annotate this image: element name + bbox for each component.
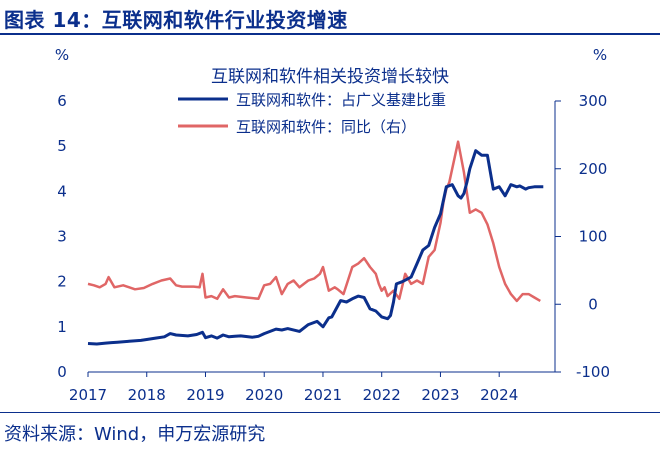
- left-tick-label: 2: [57, 273, 67, 291]
- right-tick-label: -100: [576, 363, 610, 381]
- title-divider: [0, 33, 660, 35]
- footer-divider: [0, 412, 660, 413]
- left-tick-label: 4: [57, 182, 67, 200]
- x-tick-label: 2022: [363, 386, 401, 404]
- chart-canvas: 互联网和软件相关投资增长较快 % % 0 1 2 3 4 5 6 -100 0 100 200 30…: [55, 46, 610, 404]
- x-tick-label: 2017: [69, 386, 107, 404]
- x-tick-label: 2021: [304, 386, 342, 404]
- right-axis: -100 0 100 200 300: [555, 92, 610, 381]
- x-tick-label: 2020: [245, 386, 283, 404]
- left-tick-label: 6: [57, 92, 67, 110]
- series-share-line: [87, 149, 544, 346]
- chart-title: 互联网和软件相关投资增长较快: [211, 67, 449, 87]
- left-tick-label: 0: [57, 363, 67, 381]
- left-tick-label: 1: [57, 318, 67, 336]
- legend-label-yoy: 互联网和软件：同比（右）: [236, 118, 416, 136]
- figure-title: 图表 14：互联网和软件行业投资增速: [4, 8, 348, 32]
- right-tick-label: 100: [579, 228, 608, 246]
- legend: 互联网和软件：占广义基建比重 互联网和软件：同比（右）: [178, 91, 446, 136]
- left-axis: 0 1 2 3 4 5 6: [57, 92, 67, 381]
- x-tick-label: 2019: [186, 386, 224, 404]
- right-tick-label: 0: [588, 295, 598, 313]
- series-yoy-line: [87, 140, 541, 303]
- x-tick-label: 2018: [128, 386, 166, 404]
- right-tick-label: 300: [579, 92, 608, 110]
- legend-label-share: 互联网和软件：占广义基建比重: [236, 91, 446, 109]
- x-tick-label: 2024: [480, 386, 518, 404]
- left-tick-label: 3: [57, 228, 67, 246]
- left-axis-unit: %: [55, 46, 69, 64]
- left-tick-label: 5: [57, 137, 67, 155]
- source-note: 资料来源：Wind，申万宏源研究: [4, 424, 266, 445]
- x-tick-label: 2023: [421, 386, 459, 404]
- right-axis-unit: %: [593, 46, 607, 64]
- right-tick-label: 200: [579, 160, 608, 178]
- x-axis: 2017 2018 2019 2020 2021 2022 2023 2024: [69, 372, 518, 404]
